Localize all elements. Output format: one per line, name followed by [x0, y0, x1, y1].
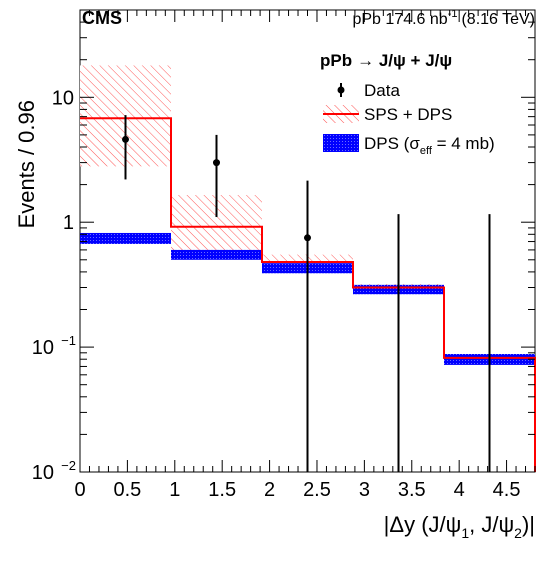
x-tick-label: 1: [169, 479, 180, 501]
x-tick-label: 2.5: [303, 479, 331, 501]
x-tick-label: 3: [359, 479, 370, 501]
y-tick-exponent: −2: [61, 458, 76, 473]
data-point: [304, 234, 311, 242]
legend-dps-pre: DPS (σ: [364, 134, 420, 153]
x-tick-label: 1.5: [208, 479, 236, 501]
x-axis-title: |Δy (J/ψ1, J/ψ2)|: [384, 512, 535, 541]
legend-process-bold: pPb: [320, 51, 352, 70]
data-point: [122, 135, 129, 143]
x-tick-label: 4: [454, 479, 465, 501]
x-axis-ticks: 0 0.5 1 1.5 2 2.5 3 3.5 4 4.5: [74, 10, 536, 501]
x-tick-label: 0.5: [113, 479, 141, 501]
experiment-label: CMS: [82, 8, 122, 28]
legend-dps-label: DPS (σeff = 4 mb): [364, 134, 495, 157]
legend-data-label: Data: [364, 81, 400, 100]
x-title-post: )|: [522, 512, 535, 537]
y-tick-exponent: −1: [61, 333, 76, 348]
y-tick-label: 1: [63, 212, 74, 234]
y-tick-label: 10: [52, 87, 74, 109]
legend-dps-sub: eff: [420, 145, 433, 157]
dps-band-bin: [80, 232, 171, 244]
y-axis-ticks: 10 −2 10 −1 1 10: [32, 21, 535, 484]
x-tick-label: 3.5: [398, 479, 426, 501]
legend-dps-post: = 4 mb): [432, 134, 495, 153]
legend-process: pPb → J/ψ + J/ψ: [320, 51, 452, 70]
legend-sps-label: SPS + DPS: [364, 105, 452, 124]
x-tick-label: 4.5: [493, 479, 521, 501]
x-title-sub2: 2: [514, 525, 522, 541]
x-title-sub1: 1: [461, 525, 469, 541]
legend-dps-swatch: [323, 134, 359, 152]
y-tick-label: 10: [32, 462, 54, 484]
x-tick-label: 2: [264, 479, 275, 501]
legend-process-rest: → J/ψ + J/ψ: [357, 51, 452, 70]
x-title-mid: , J/ψ: [469, 512, 514, 537]
data-points: [122, 115, 491, 472]
lumi-label: pPb 174.6 nb-1 (8.16 TeV): [352, 8, 535, 28]
x-title-pre: |Δy (J/ψ: [384, 512, 462, 537]
lumi-exponent: -1: [448, 8, 458, 20]
dps-band-bin: [171, 249, 262, 260]
data-point: [213, 159, 220, 167]
x-tick-label: 0: [74, 479, 85, 501]
lumi-energy: (8.16 TeV): [461, 11, 535, 28]
y-tick-label: 10: [32, 337, 54, 359]
sps-dps-step-line: [80, 117, 536, 472]
y-axis-title: Events / 0.96: [14, 100, 39, 228]
lumi-prefix: pPb 174.6 nb: [352, 11, 447, 28]
